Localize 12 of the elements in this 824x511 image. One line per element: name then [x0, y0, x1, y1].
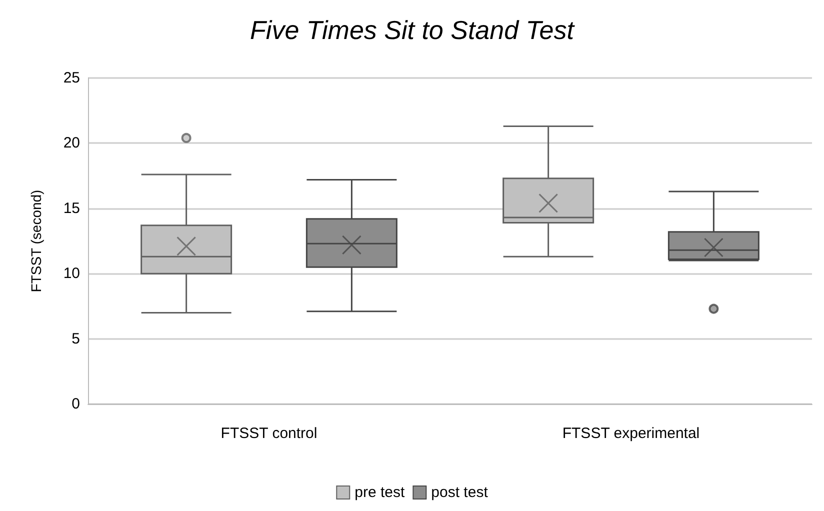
y-tick-label: 15	[63, 200, 80, 217]
y-axis-title: FTSST (second)	[28, 190, 44, 292]
legend-label: pre test	[354, 484, 406, 501]
y-tick-label: 25	[63, 70, 80, 86]
chart-title: Five Times Sit to Stand Test	[250, 15, 576, 45]
y-tick-label: 0	[72, 396, 80, 412]
y-tick-label: 5	[72, 330, 80, 348]
y-tick-label: 20	[63, 134, 80, 152]
legend-label: post test	[431, 484, 489, 501]
x-tick-label: FTSST control	[220, 425, 318, 442]
x-tick-label: FTSST experimental	[562, 425, 700, 442]
y-tick-label: 10	[63, 265, 80, 282]
